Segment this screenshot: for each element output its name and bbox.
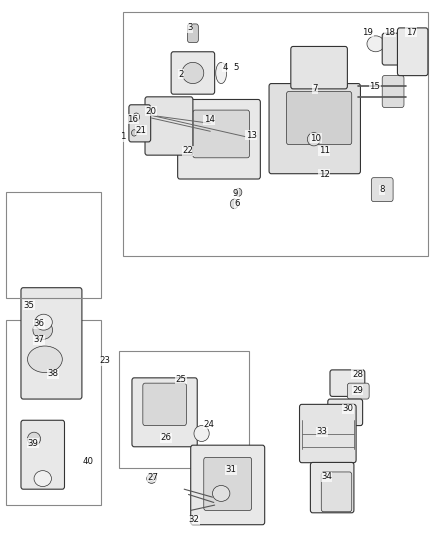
Text: 21: 21 [135, 126, 146, 135]
FancyBboxPatch shape [311, 463, 354, 513]
Text: 19: 19 [362, 28, 373, 37]
FancyBboxPatch shape [269, 84, 360, 174]
Ellipse shape [33, 321, 53, 340]
Text: 18: 18 [384, 28, 395, 37]
FancyBboxPatch shape [328, 399, 363, 425]
Text: 6: 6 [234, 199, 240, 208]
Text: 22: 22 [182, 147, 193, 156]
Text: 12: 12 [319, 169, 330, 179]
Ellipse shape [367, 36, 385, 52]
Ellipse shape [35, 314, 52, 330]
FancyBboxPatch shape [382, 33, 408, 65]
Text: 16: 16 [127, 115, 138, 124]
FancyBboxPatch shape [187, 24, 198, 43]
FancyBboxPatch shape [321, 472, 352, 512]
Bar [6, 192, 102, 298]
Circle shape [133, 113, 140, 121]
FancyBboxPatch shape [132, 378, 197, 447]
Text: 5: 5 [233, 63, 239, 71]
FancyBboxPatch shape [291, 46, 347, 89]
Text: 8: 8 [379, 185, 385, 194]
Text: 4: 4 [223, 63, 228, 71]
Bar [123, 12, 428, 256]
FancyBboxPatch shape [397, 28, 428, 76]
Bar [6, 319, 102, 505]
FancyBboxPatch shape [145, 97, 193, 155]
FancyBboxPatch shape [21, 288, 82, 399]
Ellipse shape [28, 432, 41, 446]
Text: 14: 14 [204, 115, 215, 124]
FancyBboxPatch shape [371, 177, 393, 201]
Ellipse shape [34, 471, 51, 487]
Text: 10: 10 [310, 134, 321, 143]
FancyBboxPatch shape [171, 52, 215, 94]
Bar [119, 351, 250, 468]
Ellipse shape [182, 62, 204, 84]
Text: 26: 26 [160, 433, 171, 442]
Circle shape [230, 199, 238, 209]
Ellipse shape [28, 346, 62, 373]
Ellipse shape [212, 486, 230, 502]
FancyBboxPatch shape [129, 105, 151, 142]
FancyBboxPatch shape [191, 445, 265, 524]
Ellipse shape [216, 62, 226, 84]
Text: 28: 28 [352, 369, 363, 378]
FancyBboxPatch shape [300, 405, 356, 463]
FancyBboxPatch shape [204, 457, 252, 511]
Text: 11: 11 [319, 147, 330, 156]
Ellipse shape [147, 474, 156, 483]
Text: 33: 33 [317, 427, 328, 437]
Ellipse shape [194, 425, 209, 441]
Ellipse shape [149, 476, 154, 481]
FancyBboxPatch shape [178, 100, 260, 179]
Text: 13: 13 [246, 131, 257, 140]
FancyBboxPatch shape [382, 76, 404, 108]
Text: 39: 39 [28, 439, 39, 448]
Text: 32: 32 [189, 515, 200, 524]
Text: 20: 20 [145, 107, 157, 116]
Text: 2: 2 [178, 69, 184, 78]
Text: 24: 24 [204, 420, 215, 429]
Text: 9: 9 [233, 189, 238, 198]
Text: 36: 36 [33, 319, 44, 328]
FancyBboxPatch shape [193, 110, 250, 158]
Text: 40: 40 [82, 457, 93, 466]
FancyBboxPatch shape [286, 92, 352, 144]
Text: 29: 29 [352, 385, 363, 394]
Text: 30: 30 [343, 404, 354, 413]
Text: 17: 17 [406, 28, 417, 37]
Text: 34: 34 [321, 472, 332, 481]
Text: 23: 23 [99, 357, 110, 366]
Text: 7: 7 [312, 84, 318, 93]
FancyBboxPatch shape [330, 370, 365, 397]
Text: 38: 38 [47, 369, 58, 378]
FancyBboxPatch shape [21, 420, 64, 489]
Ellipse shape [307, 133, 321, 146]
Text: 1: 1 [120, 132, 126, 141]
Circle shape [235, 188, 242, 196]
Text: 31: 31 [225, 465, 236, 474]
Text: 25: 25 [176, 375, 187, 384]
Text: 37: 37 [33, 335, 44, 344]
Text: 27: 27 [147, 473, 159, 482]
Text: 3: 3 [187, 23, 193, 33]
FancyBboxPatch shape [347, 383, 369, 399]
Text: 35: 35 [23, 301, 34, 310]
Circle shape [131, 130, 137, 136]
FancyBboxPatch shape [143, 383, 186, 425]
Text: 15: 15 [369, 82, 380, 91]
